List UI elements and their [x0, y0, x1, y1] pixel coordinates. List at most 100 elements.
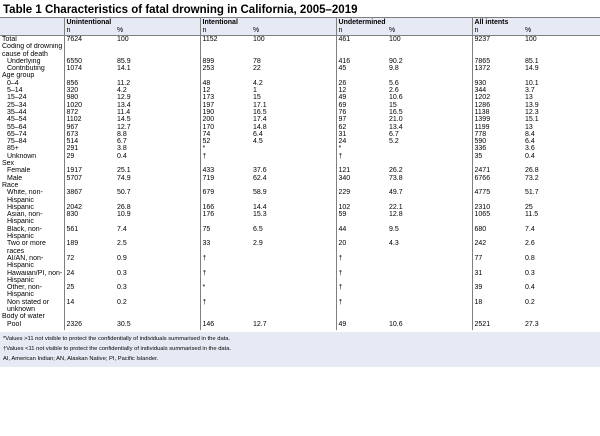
- row-label: Underlying: [7, 57, 41, 65]
- cell-percent: 12.9: [117, 94, 131, 102]
- cell-count: 74: [199, 130, 251, 139]
- cell-count: [471, 313, 524, 321]
- table-row: White, non-Hispanic 3867 50.7 679 58.9 229 49.…: [0, 189, 600, 204]
- cell-count: 76: [335, 108, 388, 117]
- table-row: 85+ 291 3.8 * * 336 3.6: [0, 145, 600, 153]
- cell-percent: 90.2: [389, 57, 403, 65]
- cell-percent: 0.2: [117, 298, 127, 306]
- cell-percent: 10.9: [117, 211, 131, 219]
- cell-percent: 13: [525, 123, 533, 131]
- cell-percent: 49.7: [389, 189, 403, 197]
- subheader-n: n: [335, 27, 388, 36]
- cell-count: 1065: [471, 211, 524, 226]
- cell-count: [63, 160, 115, 168]
- row-label: Age group: [2, 72, 35, 80]
- cell-percent: [387, 153, 472, 160]
- subheader-n: n: [63, 27, 115, 36]
- cell-percent: 4.5: [253, 138, 263, 146]
- table-row: Other, non-Hispanic 25 0.3 * † 39 0.4: [0, 284, 600, 299]
- cell-percent: [251, 43, 336, 58]
- cell-percent: 13: [525, 94, 533, 102]
- cell-count: 9237: [471, 35, 524, 44]
- table-row: Female 1917 25.1 433 37.6 121 26.2 2471 26.8: [0, 167, 600, 175]
- cell-count: 26: [335, 79, 388, 88]
- cell-count: [335, 313, 388, 321]
- cell-count: 1917: [63, 167, 115, 175]
- cell-count: [335, 160, 388, 168]
- cell-percent: 100: [117, 36, 129, 43]
- footnote-dagger: †Values <11 not visible to protect the c…: [3, 345, 232, 352]
- cell-percent: 74.9: [117, 174, 131, 182]
- subheader-percent: %: [251, 27, 337, 36]
- row-label: Male: [7, 174, 23, 182]
- row-label: 5–14: [7, 87, 23, 95]
- row-label: Other, non-Hispanic: [7, 284, 43, 299]
- row-label: Coding of drowning cause of death: [2, 43, 63, 58]
- cell-percent: 5.6: [389, 79, 399, 87]
- subheader-percent: %: [523, 27, 600, 36]
- cell-percent: 6.7: [389, 130, 399, 138]
- cell-percent: 3.8: [117, 145, 127, 153]
- cell-percent: 21.0: [389, 116, 403, 124]
- cell-percent: 4.2: [117, 87, 127, 95]
- cell-count: 2471: [471, 167, 524, 175]
- table-row: Non stated or unknown 14 0.2 † † 18 0.2: [0, 298, 600, 314]
- cell-count: 340: [335, 174, 388, 182]
- cell-count: 52: [199, 138, 251, 146]
- cell-percent: 2.6: [389, 87, 399, 95]
- cell-count: 679: [199, 189, 251, 204]
- cell-count: [199, 313, 251, 321]
- table-row: Race: [0, 181, 600, 190]
- cell-count: 680: [471, 225, 524, 241]
- cell-percent: 25.1: [117, 167, 131, 175]
- cell-count: 899: [199, 57, 251, 66]
- table-row: Coding of drowning cause of death: [0, 43, 600, 58]
- subheader-empty: [0, 27, 64, 36]
- row-label: 15–24: [7, 94, 27, 102]
- row-label: Asian, non-Hispanic: [7, 211, 43, 226]
- cell-count: 24: [63, 269, 115, 285]
- cell-count: 1399: [471, 116, 524, 124]
- cell-percent: [523, 160, 600, 167]
- cell-percent: 4.2: [253, 79, 263, 87]
- cell-count: [63, 181, 115, 190]
- table-row: Total 7624 100 1152 100 461 100 9237 100: [0, 35, 600, 44]
- row-label: Non stated or unknown: [7, 298, 50, 313]
- cell-percent: 3.7: [525, 87, 535, 95]
- cell-percent: 15.3: [253, 211, 267, 219]
- footnotes: *Values >11 not visible to protect the c…: [0, 331, 600, 367]
- cell-percent: 100: [253, 36, 265, 43]
- group-header-intentional: Intentional: [199, 17, 337, 27]
- table-row: Asian, non-Hispanic 830 10.9 176 15.3 59 12.8 1…: [0, 211, 600, 226]
- group-header-empty: [0, 17, 64, 27]
- table-row: 35–44 872 11.4 190 16.5 76 16.5 1138 12.3: [0, 108, 600, 117]
- cell-percent: 6.7: [117, 138, 127, 146]
- cell-percent: 100: [389, 36, 401, 43]
- table-row: 15–24 980 12.9 173 15 49 10.6 1202 13: [0, 94, 600, 102]
- cell-count: 2042: [63, 203, 115, 212]
- cell-percent: 14.8: [253, 123, 267, 131]
- cell-count: 561: [63, 225, 115, 241]
- cell-count: 416: [335, 57, 388, 66]
- cell-percent: [115, 182, 200, 189]
- cell-count: 62: [335, 123, 388, 131]
- cell-percent: 12.7: [117, 123, 131, 131]
- cell-percent: [251, 72, 336, 79]
- cell-count: 197: [199, 101, 251, 109]
- cell-percent: 26.8: [117, 203, 131, 211]
- cell-count: 590: [471, 138, 524, 146]
- table-row: Body of water: [0, 313, 600, 321]
- row-label: 35–44: [7, 108, 27, 116]
- cell-count: [471, 160, 524, 168]
- cell-percent: 14.9: [525, 65, 539, 73]
- cell-percent: [387, 255, 472, 270]
- cell-percent: 14.1: [117, 65, 131, 73]
- cell-count: 31: [471, 269, 524, 285]
- table-row: Unknown 29 0.4 † † 35 0.4: [0, 152, 600, 161]
- cell-count: 461: [335, 35, 388, 44]
- cell-percent: [251, 153, 336, 160]
- table-row: Black, non-Hispanic 561 7.4 75 6.5 44 9.5 680 7.…: [0, 225, 600, 241]
- cell-percent: 6.4: [525, 138, 535, 146]
- cell-count: 102: [335, 203, 388, 212]
- cell-percent: 16.5: [389, 108, 403, 116]
